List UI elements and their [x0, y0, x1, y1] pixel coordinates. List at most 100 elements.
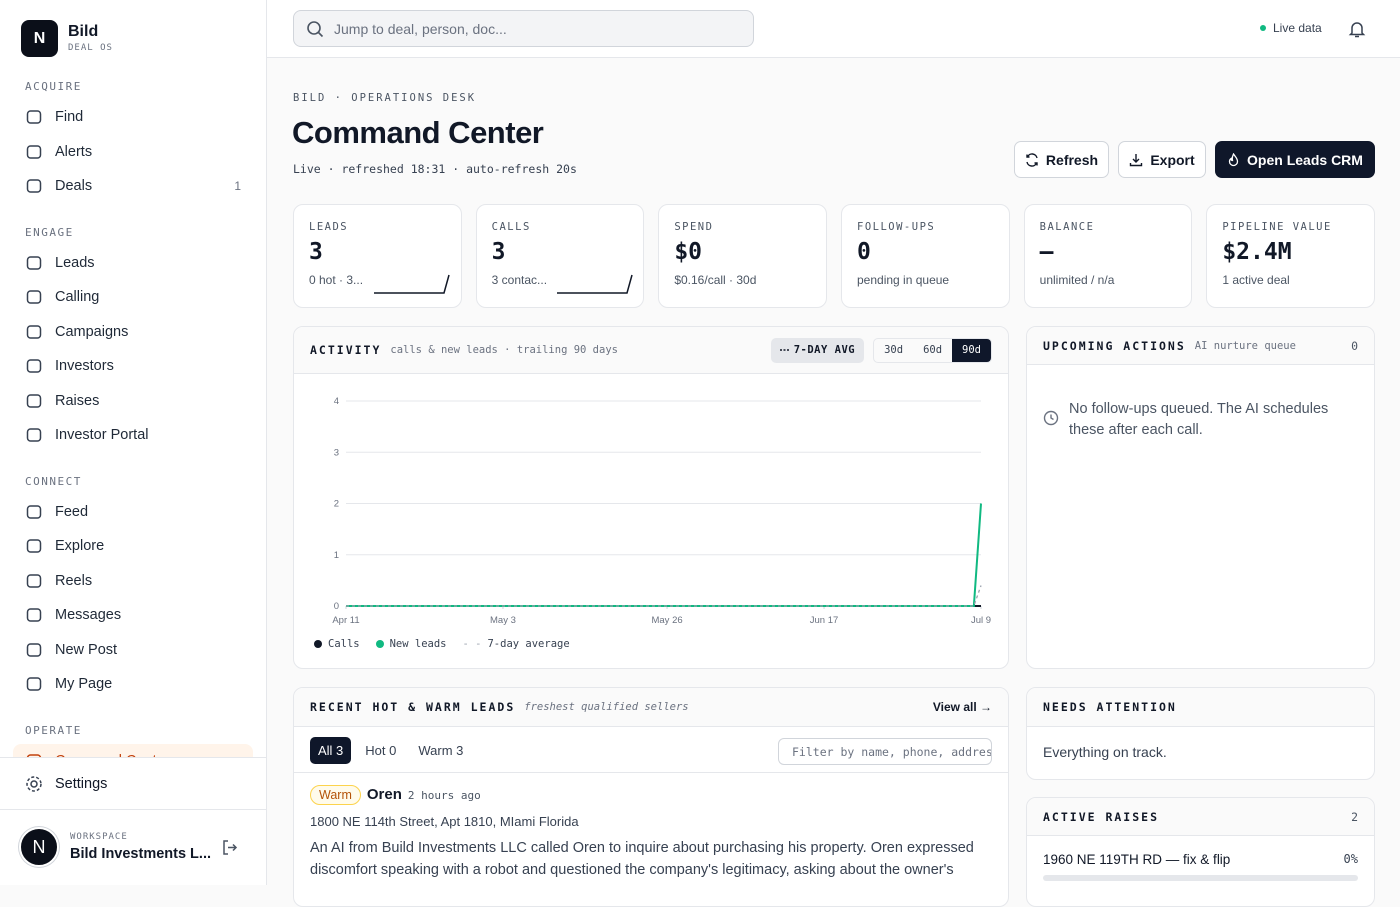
- card-title: ACTIVE RAISES: [1043, 809, 1160, 824]
- icon: [26, 179, 42, 193]
- range-option[interactable]: 60d: [923, 344, 943, 356]
- raise[interactable]: 1960 NE 119TH RD — fix & flip 0%: [1027, 836, 1374, 881]
- legend-label: 7-day average: [487, 638, 570, 650]
- nav-item[interactable]: Feed: [13, 495, 253, 530]
- kpi-sub: $0.16/call · 30d: [674, 273, 757, 287]
- workspace-name: Bild Investments L...: [70, 846, 211, 862]
- kpi-value: 3: [309, 239, 323, 265]
- nav-label: Alerts: [55, 143, 93, 160]
- range-option[interactable]: 90d: [952, 338, 991, 362]
- kpi-sub: 1 active deal: [1222, 273, 1290, 287]
- nav-label: New Post: [55, 641, 118, 658]
- nav-item[interactable]: Find: [13, 100, 253, 135]
- icon-shape: [26, 754, 42, 757]
- nav-item[interactable]: Investors: [13, 349, 253, 384]
- nav-item[interactable]: Leads: [13, 246, 253, 281]
- tab[interactable]: All 3: [310, 737, 352, 764]
- tab[interactable]: Warm 3: [418, 743, 464, 758]
- nav-label: Investors: [55, 358, 114, 375]
- toggle-label: 7-DAY AVG: [793, 344, 856, 356]
- kpi-label: LEADS: [309, 221, 349, 233]
- icon: [26, 677, 42, 691]
- icon-shape: [26, 428, 42, 442]
- kpi-card: BALANCE — unlimited / n/a: [1023, 204, 1193, 308]
- nav-item[interactable]: New Post: [13, 633, 253, 668]
- kpi-label: BALANCE: [1039, 221, 1095, 233]
- card-title: NEEDS ATTENTION: [1043, 700, 1177, 714]
- nav-label: Reels: [55, 572, 93, 589]
- kpi-label: PIPELINE VALUE: [1222, 221, 1332, 233]
- view-all[interactable]: View all →: [932, 700, 992, 714]
- nav-item[interactable]: Calling: [13, 280, 253, 315]
- kpi-card: CALLS 3 3 contac...: [475, 204, 645, 308]
- icon-shape: [26, 179, 42, 193]
- nav-item[interactable]: Command Center: [13, 743, 253, 757]
- nav-item[interactable]: Campaigns: [13, 315, 253, 350]
- lead-time: 2 hours ago: [407, 789, 481, 802]
- nav: ACQUIRE Find Alerts Deals 1 ENGAGE Leads Callin…: [0, 58, 266, 757]
- lead-summary: An AI from Build Investments LLC called …: [310, 840, 974, 878]
- icon-shape: [26, 505, 42, 519]
- x-tick-label: May 3: [490, 615, 516, 626]
- kpi-value: 3: [491, 239, 506, 265]
- card-header: ACTIVE RAISES 2: [1027, 798, 1374, 836]
- search[interactable]: Jump to deal, person, doc...: [293, 10, 754, 47]
- legend-item: New leads: [375, 638, 447, 650]
- nav-label: Leads: [55, 254, 95, 271]
- empty-text: No follow-ups queued. The AI schedules t…: [1069, 401, 1329, 438]
- nav-item[interactable]: Investor Portal: [13, 418, 253, 453]
- nav-item[interactable]: Reels: [13, 564, 253, 599]
- icon: [26, 359, 42, 373]
- raises-card: ACTIVE RAISES 2 1960 NE 119TH RD — fix &…: [1026, 797, 1375, 907]
- icon-shape: [26, 325, 42, 339]
- x-tick-label: Jun 17: [810, 615, 839, 626]
- icon: [26, 256, 42, 270]
- range-option[interactable]: 30d: [884, 344, 904, 356]
- settings[interactable]: Settings: [0, 757, 266, 810]
- button-label: Open Leads CRM: [1247, 151, 1363, 168]
- nav-item[interactable]: Messages: [13, 598, 253, 633]
- avg-toggle[interactable]: 7-DAY AVG: [770, 337, 865, 363]
- icon: [26, 505, 42, 519]
- nav-item[interactable]: Explore: [13, 529, 253, 564]
- raise-name: 1960 NE 119TH RD — fix & flip: [1043, 852, 1231, 867]
- activity-card: ACTIVITY calls & new leads · trailing 90…: [293, 326, 1009, 669]
- workspace-avatar: N: [19, 827, 59, 867]
- kpi-value: $0: [674, 239, 703, 265]
- sparkline: [374, 274, 450, 294]
- eyebrow: BILD · OPERATIONS DESK: [293, 92, 477, 104]
- legend-swatch: - -: [462, 638, 482, 650]
- kpi-sub: 3 contac...: [491, 273, 548, 287]
- nav-item[interactable]: My Page: [13, 667, 253, 702]
- lead-name: Oren: [366, 786, 402, 803]
- kpi-card: LEADS 3 0 hot · 3...: [293, 204, 462, 308]
- tab[interactable]: Hot 0: [365, 743, 397, 758]
- icon: [26, 643, 42, 657]
- lead[interactable]: Warm Oren 2 hours ago 1800 NE 114th Street…: [310, 785, 990, 881]
- logout[interactable]: [221, 839, 238, 856]
- y-tick-label: 2: [334, 499, 339, 510]
- y-tick-label: 1: [334, 550, 339, 561]
- icon: [307, 20, 324, 37]
- export-button[interactable]: Export: [1118, 141, 1206, 178]
- nav-label: Campaigns: [55, 323, 129, 340]
- nav-label: Deals: [55, 178, 93, 195]
- nav-item[interactable]: Deals 1: [13, 169, 253, 204]
- icon: [26, 775, 42, 792]
- refresh-button[interactable]: Refresh: [1014, 141, 1109, 178]
- filter[interactable]: Filter by name, phone, address: [778, 738, 992, 765]
- icon-shape: [26, 110, 42, 124]
- nav-section-title: ENGAGE: [25, 225, 74, 239]
- legend-item: Calls: [314, 638, 360, 650]
- status: Live · refreshed 18:31 · auto-refresh 20…: [293, 162, 577, 176]
- icon-shape: [26, 359, 42, 373]
- nav-item[interactable]: Raises: [13, 384, 253, 419]
- nav-item[interactable]: Alerts: [13, 135, 253, 170]
- live-label: Live data: [1273, 21, 1322, 35]
- notifications[interactable]: [1347, 19, 1367, 39]
- nav-section-title: ACQUIRE: [25, 80, 82, 93]
- empty-state: No follow-ups queued. The AI schedules t…: [1043, 399, 1363, 440]
- icon: [26, 394, 42, 408]
- open-crm-button[interactable]: Open Leads CRM: [1215, 141, 1375, 178]
- kpi-value: $2.4M: [1222, 239, 1292, 265]
